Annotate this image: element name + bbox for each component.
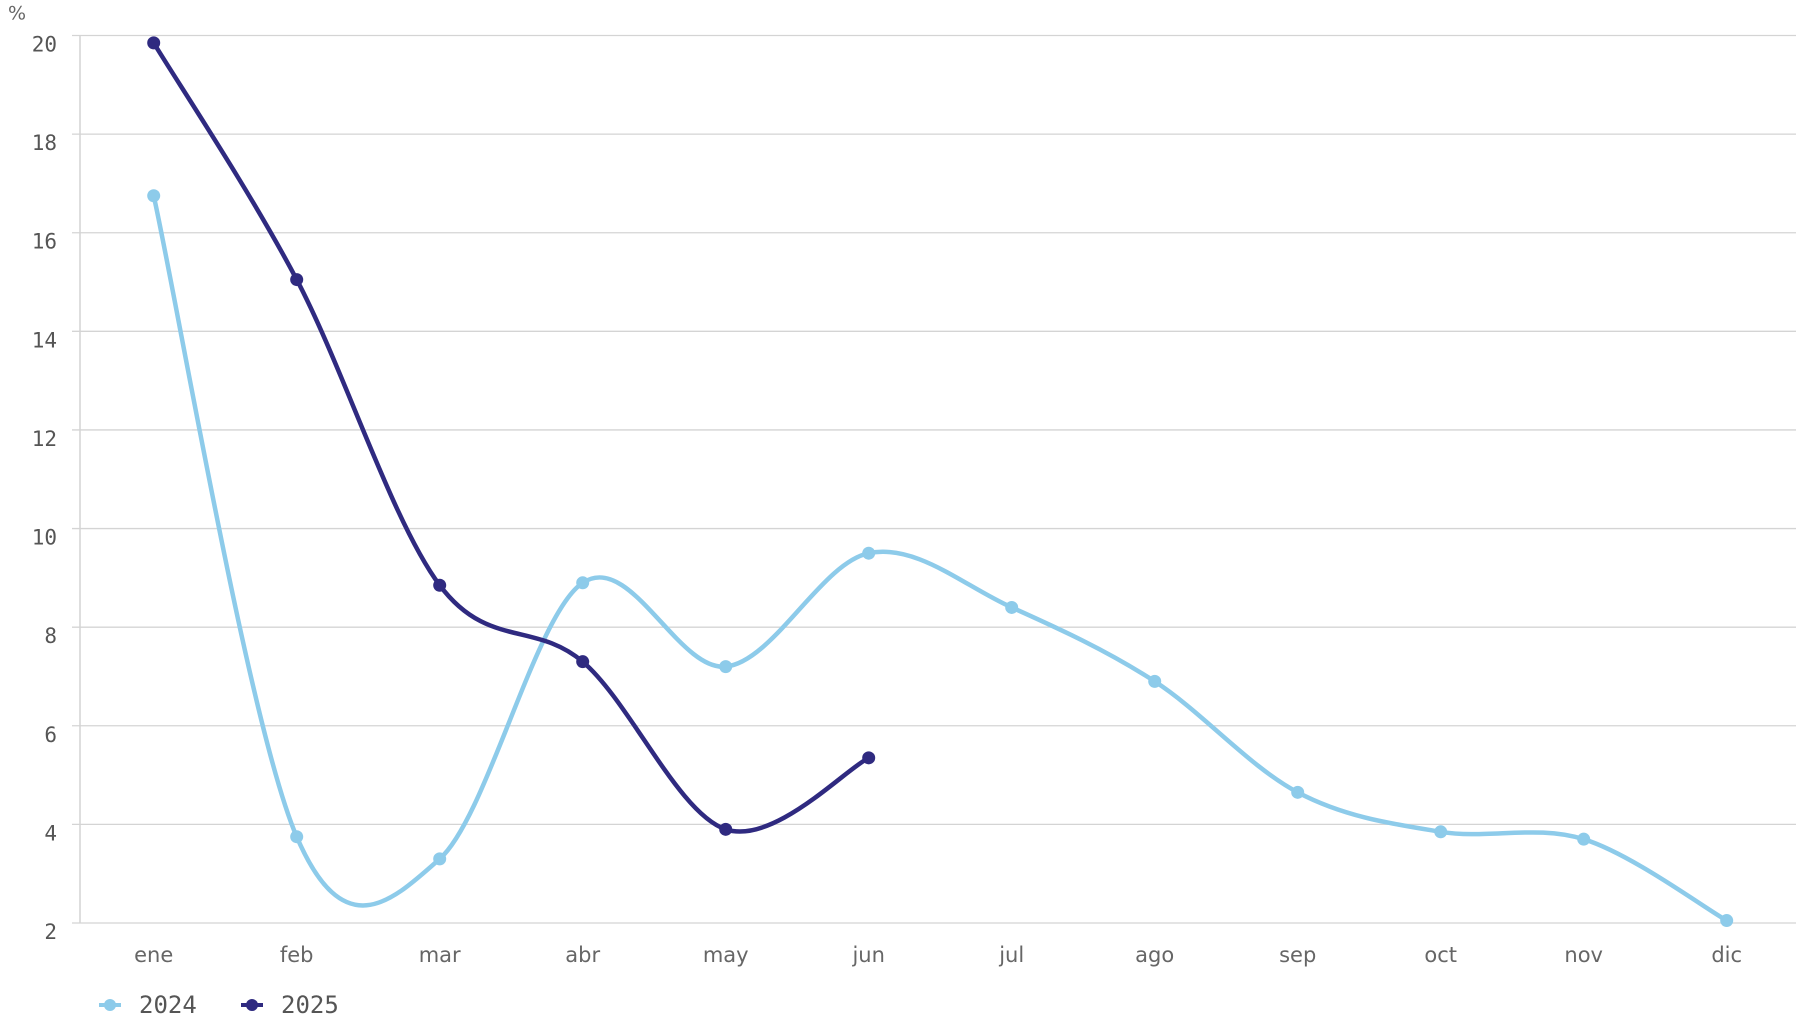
x-tick-label: oct	[1424, 943, 1457, 967]
data-point	[719, 822, 733, 836]
data-point	[290, 830, 304, 844]
y-tick-label: 16	[32, 230, 57, 254]
y-tick-label: 10	[32, 526, 57, 550]
data-point	[147, 36, 161, 50]
data-point	[1434, 825, 1448, 839]
x-tick-label: mar	[419, 943, 461, 967]
y-tick-label: 18	[32, 131, 57, 155]
x-tick-label: abr	[565, 943, 600, 967]
legend-label: 2024	[139, 991, 197, 1019]
data-point	[1005, 600, 1019, 614]
legend-label: 2025	[281, 991, 339, 1019]
series-line	[151, 193, 1729, 923]
data-point	[862, 751, 876, 765]
y-tick-label: 12	[32, 427, 57, 451]
data-point	[1720, 914, 1734, 928]
x-tick-label: dic	[1711, 943, 1742, 967]
x-tick-label: ago	[1135, 943, 1174, 967]
x-tick-label: sep	[1279, 943, 1316, 967]
data-point	[433, 852, 447, 866]
y-tick-label: 14	[32, 328, 57, 352]
data-point	[576, 655, 590, 669]
data-point	[576, 576, 590, 590]
data-point	[1577, 832, 1591, 846]
y-tick-label: 6	[44, 723, 57, 747]
data-point	[1148, 674, 1162, 688]
y-tick-label: 2	[44, 920, 57, 944]
x-tick-label: jul	[998, 943, 1024, 967]
x-tick-label: feb	[280, 943, 314, 967]
x-tick-label: jun	[851, 943, 884, 967]
legend-marker	[246, 999, 258, 1011]
y-tick-label: 20	[32, 33, 57, 57]
y-axis-unit: %	[8, 3, 26, 25]
x-tick-label: may	[703, 943, 749, 967]
x-tick-label: ene	[134, 943, 173, 967]
y-tick-label: 4	[44, 821, 57, 845]
legend-marker	[104, 999, 116, 1011]
data-point	[1291, 785, 1305, 799]
data-point	[290, 273, 304, 287]
data-point	[433, 578, 447, 592]
data-point	[862, 546, 876, 560]
data-point	[719, 660, 733, 674]
x-tick-label: nov	[1564, 943, 1603, 967]
data-point	[147, 189, 161, 203]
y-tick-label: 8	[44, 624, 57, 648]
